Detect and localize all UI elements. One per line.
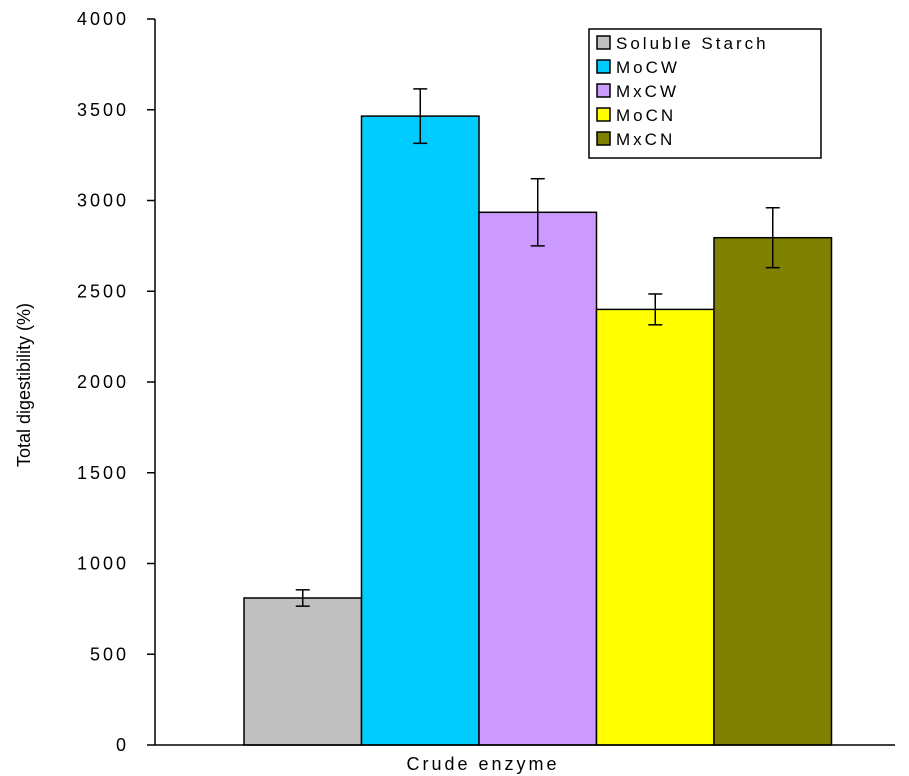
- error-bar: [648, 293, 663, 326]
- bar-soluble-starch: [243, 597, 363, 746]
- y-tick-label: 1000: [77, 554, 129, 574]
- y-tick-label: 0: [116, 735, 129, 755]
- y-tick-label: 4000: [77, 9, 129, 29]
- legend-box: [588, 28, 822, 159]
- legend-swatch: [596, 83, 611, 98]
- error-bar: [295, 589, 310, 607]
- error-bar: [413, 88, 428, 145]
- legend-swatch: [596, 59, 611, 74]
- bar-mocn: [595, 308, 715, 746]
- legend-label: Soluble Starch: [616, 34, 769, 53]
- y-axis-ticks: 0 500 1000 1500 2000 2500 3000 3500 4000: [77, 9, 155, 755]
- legend-label: MxCW: [616, 82, 679, 101]
- legend-swatch: [596, 107, 611, 122]
- error-bars: [295, 88, 780, 607]
- bar-mxcw: [478, 211, 598, 746]
- bar-mxcn: [713, 236, 833, 746]
- legend-label: MoCW: [616, 58, 680, 77]
- legend-label: MxCN: [616, 130, 675, 149]
- error-bar: [530, 177, 545, 247]
- y-tick-label: 3000: [77, 191, 129, 211]
- legend-swatch: [596, 131, 611, 146]
- y-tick-label: 2000: [77, 372, 129, 392]
- bars: [243, 115, 833, 746]
- bar-mocw: [360, 115, 480, 746]
- legend: Soluble Starch MoCW MxCW MoCN MxCN: [588, 28, 822, 159]
- legend-label: MoCN: [616, 106, 676, 125]
- error-bar: [765, 207, 780, 269]
- y-tick-label: 500: [90, 644, 129, 664]
- y-tick-label: 1500: [77, 463, 129, 483]
- y-axis-title: Total digestibility (%): [14, 303, 34, 467]
- legend-swatch: [596, 35, 611, 50]
- y-tick-label: 3500: [77, 100, 129, 120]
- y-tick-label: 2500: [77, 281, 129, 301]
- x-axis-title: Crude enzyme: [406, 754, 559, 774]
